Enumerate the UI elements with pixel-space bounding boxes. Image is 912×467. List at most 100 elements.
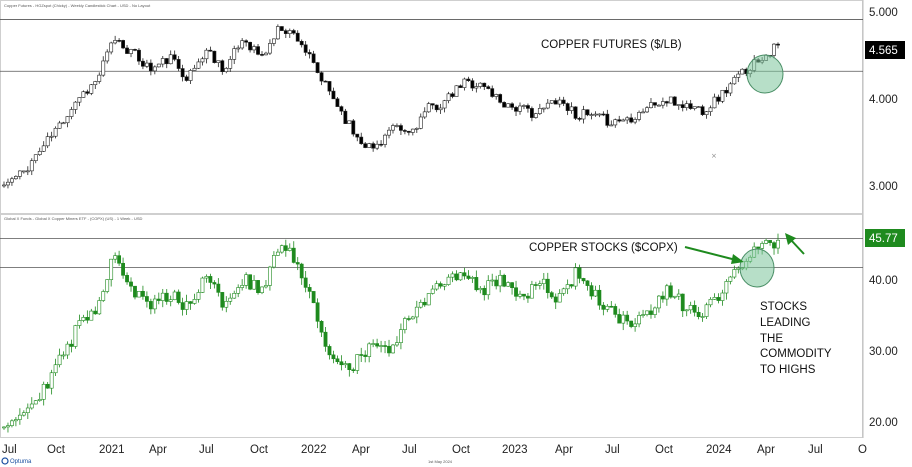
futures-candle — [2, 184, 6, 187]
futures-candle — [14, 176, 18, 180]
stocks-candle — [446, 276, 451, 285]
top-horizontal-lines — [0, 19, 863, 72]
futures-candle — [137, 49, 141, 62]
stocks-candle — [109, 258, 114, 280]
futures-breakout-circle — [746, 54, 784, 94]
futures-candle — [553, 100, 558, 105]
stocks-candle — [327, 346, 332, 356]
stocks-candle — [156, 298, 161, 301]
stocks-candle — [81, 317, 86, 321]
futures-candle — [660, 101, 665, 106]
stocks-candle — [244, 274, 249, 286]
stocks-candle — [708, 299, 713, 306]
stocks-candle — [522, 293, 526, 297]
futures-candle — [315, 62, 320, 73]
futures-candle — [565, 103, 570, 111]
top-ytick-1: 5.000 — [869, 7, 898, 19]
stocks-candle — [760, 243, 765, 249]
futures-candle — [601, 113, 606, 116]
stocks-candle — [514, 287, 518, 297]
stocks-candle — [736, 267, 741, 270]
stocks-candle — [339, 361, 344, 366]
stocks-candle — [406, 318, 411, 320]
futures-candle — [395, 125, 399, 127]
futures-candle — [279, 26, 284, 31]
bottom-y-axis: 40.00 30.00 20.00 — [869, 275, 898, 429]
copper-futures-candles — [2, 24, 780, 189]
futures-candle — [474, 86, 479, 89]
futures-candle — [406, 130, 411, 133]
bottom-ytick-2: 30.00 — [869, 346, 898, 358]
futures-candle — [25, 170, 30, 173]
futures-candle — [272, 38, 276, 44]
futures-candle — [228, 59, 233, 69]
futures-candle — [367, 143, 372, 148]
futures-candle — [77, 97, 82, 103]
stocks-candle — [33, 400, 38, 405]
futures-candle — [700, 106, 705, 115]
futures-candle — [363, 143, 368, 148]
stocks-candle — [236, 287, 241, 294]
stocks-candle — [561, 288, 566, 294]
futures-candle — [160, 58, 165, 65]
stocks-candle — [387, 345, 391, 354]
stocks-candle — [224, 301, 229, 308]
futures-candle — [133, 49, 137, 51]
futures-candle — [37, 151, 42, 155]
stocks-candle — [537, 283, 542, 286]
stocks-candle — [264, 285, 268, 288]
futures-candle — [557, 99, 562, 105]
stocks-candle — [545, 278, 550, 293]
futures-candle — [10, 178, 14, 183]
copper-stocks-candles — [2, 233, 780, 433]
futures-candle — [688, 103, 693, 109]
stocks-candle — [359, 354, 364, 356]
stocks-candle — [541, 278, 546, 284]
futures-candle — [260, 54, 264, 56]
futures-candle — [708, 107, 713, 112]
stocks-candle — [101, 291, 106, 301]
futures-candle — [506, 103, 510, 108]
stocks-candle — [85, 317, 90, 321]
futures-annotation: COPPER FUTURES ($/LB) — [541, 39, 682, 51]
stocks-candle — [426, 293, 431, 306]
stocks-candle — [494, 279, 499, 287]
futures-candle — [653, 102, 657, 106]
stocks-candle — [2, 426, 6, 429]
stocks-candle — [641, 314, 645, 316]
stocks-candle — [252, 280, 256, 290]
futures-candle — [641, 111, 645, 114]
futures-candle — [736, 73, 741, 78]
stocks-candle — [553, 296, 558, 303]
futures-candle — [89, 84, 94, 94]
stocks-candle — [462, 272, 467, 277]
stocks-candle — [430, 288, 435, 294]
stocks-candle — [256, 280, 260, 294]
stocks-candle — [291, 247, 296, 263]
futures-candle — [105, 51, 110, 62]
stocks-candle — [204, 276, 209, 279]
xtick-2: Oct — [47, 444, 66, 456]
stocks-candle — [144, 296, 149, 302]
optuma-logo: Optuma — [1, 457, 32, 465]
xtick-5: Jul — [199, 444, 214, 456]
futures-candle — [533, 113, 538, 118]
stocks-candle — [486, 280, 491, 296]
futures-candle — [97, 74, 102, 82]
stocks-candle — [141, 291, 145, 297]
futures-candle — [387, 129, 391, 136]
bottom-ytick-1: 40.00 — [869, 275, 898, 287]
futures-candle — [537, 108, 542, 114]
bottom-horizontal-lines — [0, 238, 863, 268]
top-panel-title: Copper Futures - HGZspot (Chicky) - Week… — [4, 3, 151, 8]
futures-candle — [287, 30, 292, 34]
stocks-annotation: COPPER STOCKS ($COPX) — [529, 242, 678, 254]
futures-candle — [617, 119, 622, 122]
futures-candle — [597, 113, 602, 116]
futures-candle — [573, 106, 578, 119]
stocks-candle — [506, 282, 510, 287]
futures-candle — [625, 117, 630, 121]
stocks-candle — [113, 255, 118, 260]
stocks-candle — [279, 245, 284, 253]
futures-candle — [101, 60, 106, 76]
